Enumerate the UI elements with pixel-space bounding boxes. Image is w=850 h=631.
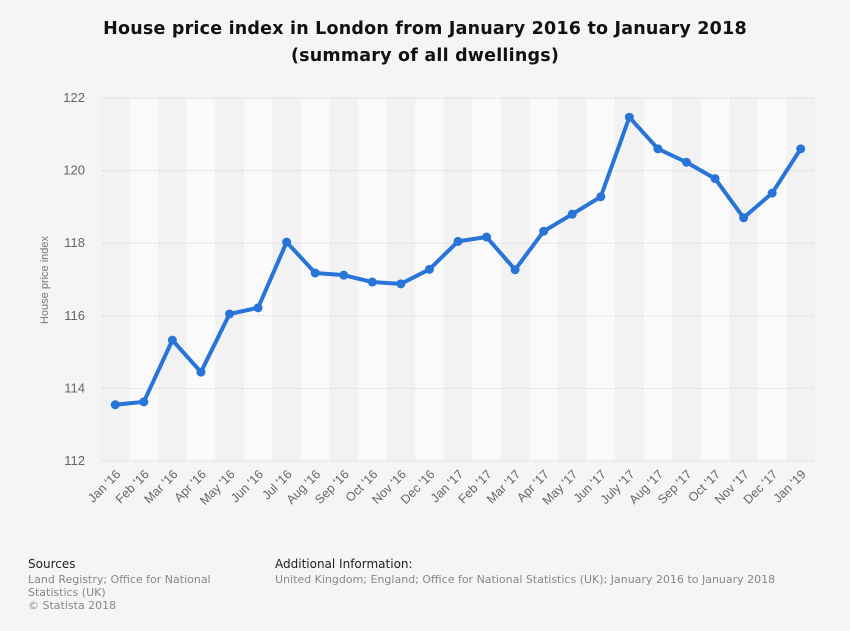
data-point — [567, 209, 577, 219]
column-band — [300, 98, 330, 461]
series-line-group — [110, 112, 806, 410]
data-point — [596, 192, 606, 202]
data-point — [367, 277, 377, 287]
column-band — [586, 98, 616, 461]
column-band — [415, 98, 444, 461]
data-point — [196, 367, 206, 377]
column-bands — [101, 98, 815, 461]
data-point — [681, 157, 691, 167]
data-point — [110, 400, 120, 410]
data-point — [167, 335, 177, 345]
y-tick-label: 114 — [64, 380, 85, 395]
data-point — [339, 270, 349, 280]
chart-title: House price index in London from January… — [0, 16, 850, 70]
data-point — [767, 188, 777, 198]
chart-title-line-1: House price index in London from January… — [103, 19, 747, 39]
sources-block: Sources Land Registry; Office for Nation… — [28, 557, 258, 613]
data-point — [539, 226, 549, 236]
column-band — [643, 98, 673, 461]
y-axis-label: House price index — [39, 235, 51, 324]
data-point — [396, 279, 406, 289]
column-band — [215, 98, 244, 461]
column-band — [672, 98, 701, 461]
sources-text: Land Registry; Office for National Stati… — [28, 573, 211, 599]
y-tick-label: 122 — [63, 90, 85, 105]
y-tick-label: 118 — [64, 235, 85, 250]
y-tick-label: 112 — [64, 453, 85, 468]
x-tick-label: Jun '16 — [228, 467, 266, 505]
copyright-text: © Statista 2018 — [28, 599, 117, 612]
data-point — [282, 237, 292, 247]
y-tick-label: 116 — [64, 308, 85, 323]
column-band — [158, 98, 187, 461]
column-band — [129, 98, 159, 461]
column-band — [729, 98, 758, 461]
column-band — [186, 98, 216, 461]
x-tick-label: Jan '19 — [771, 467, 809, 505]
column-band — [272, 98, 301, 461]
column-band — [700, 98, 730, 461]
column-band — [443, 98, 473, 461]
column-band — [472, 98, 501, 461]
column-band — [557, 98, 587, 461]
additional-info-text: United Kingdom; England; Office for Nati… — [275, 573, 776, 586]
column-band — [529, 98, 558, 461]
column-band — [500, 98, 530, 461]
column-band — [243, 98, 273, 461]
data-point — [796, 144, 806, 154]
chart-title-line-2: (summary of all dwellings) — [290, 46, 560, 66]
y-tick-label: 120 — [63, 163, 85, 178]
data-point — [482, 232, 492, 242]
column-band — [757, 98, 787, 461]
column-band — [786, 98, 815, 461]
data-point — [225, 309, 235, 319]
sources-heading: Sources — [28, 557, 76, 571]
data-point — [510, 265, 520, 275]
data-point — [653, 144, 663, 154]
additional-info-heading: Additional Information: — [275, 557, 413, 571]
y-tick-labels: 112 114 116 118 120 122 — [63, 90, 85, 468]
data-point — [424, 264, 434, 274]
data-point — [624, 112, 634, 122]
column-band — [615, 98, 644, 461]
data-point — [739, 213, 749, 223]
data-point — [253, 303, 263, 313]
data-point — [139, 397, 149, 407]
additional-info-block: Additional Information: United Kingdom; … — [275, 557, 835, 587]
data-point — [710, 174, 720, 184]
data-point — [310, 268, 320, 278]
data-point — [453, 236, 463, 246]
